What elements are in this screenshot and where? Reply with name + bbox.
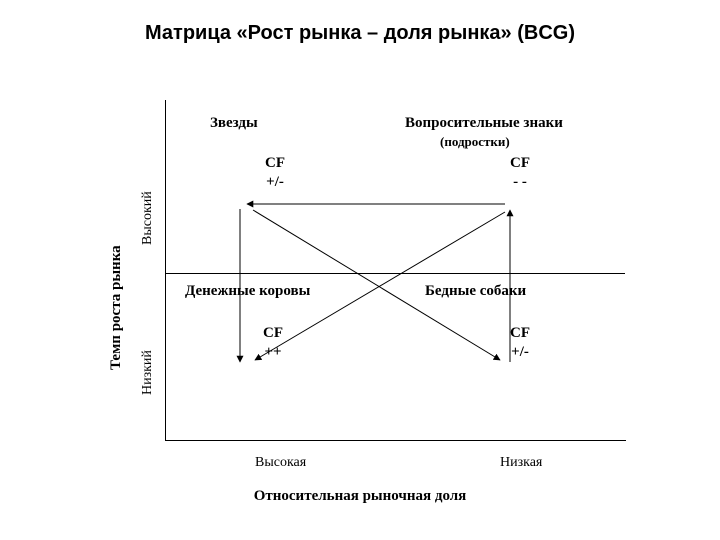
y-axis-high: Высокий [140, 191, 156, 245]
matrix-midline [165, 273, 625, 274]
x-axis-low: Низкая [500, 455, 542, 471]
page-title: Матрица «Рост рынка – доля рынка» (BCG) [0, 22, 720, 45]
cf-label-dogs: CF [500, 325, 540, 342]
quadrant-heading-poor-dogs: Бедные собаки [425, 283, 526, 300]
matrix-frame [165, 100, 626, 441]
x-axis-label: Относительная рыночная доля [0, 488, 720, 505]
quadrant-subheading-question-marks: (подростки) [440, 134, 510, 150]
cf-value-cows: ++ [253, 344, 293, 361]
quadrant-heading-question-marks: Вопросительные знаки [405, 115, 563, 132]
cf-value-dogs: +/- [500, 344, 540, 361]
cf-label-stars: CF [255, 155, 295, 172]
x-axis-high: Высокая [255, 455, 306, 471]
quadrant-heading-stars: Звезды [210, 115, 258, 132]
cf-value-stars: +/- [255, 174, 295, 191]
cf-label-question: CF [500, 155, 540, 172]
bcg-matrix-diagram: Матрица «Рост рынка – доля рынка» (BCG) … [0, 0, 720, 540]
cf-label-cows: CF [253, 325, 293, 342]
quadrant-heading-cash-cows: Денежные коровы [185, 283, 310, 300]
y-axis-low: Низкий [140, 350, 156, 395]
y-axis-label: Темп роста рынка [108, 245, 125, 370]
cf-value-question: - - [500, 174, 540, 191]
